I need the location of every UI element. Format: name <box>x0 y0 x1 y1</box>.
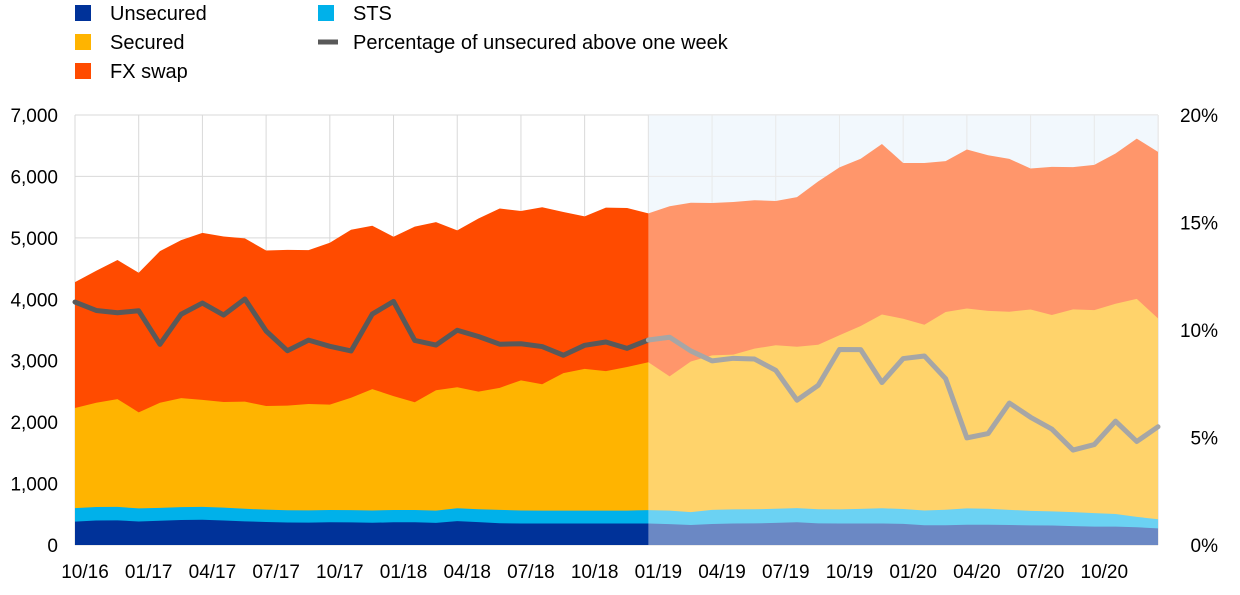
percentage-line-layer <box>72 296 1161 453</box>
y-right-tick-label: 5% <box>1191 429 1219 450</box>
x-tick-label: 10/17 <box>316 562 364 583</box>
y-left-tick-label: 5,000 <box>10 229 58 250</box>
legend-swatch-sts <box>318 5 334 21</box>
y-left-tick-label: 1,000 <box>10 475 58 496</box>
x-tick-label: 07/17 <box>252 562 300 583</box>
y-left-tick-label: 7,000 <box>10 106 58 127</box>
y-left-tick-label: 0 <box>47 536 58 557</box>
highlight-overlay <box>648 115 1158 545</box>
legend-label-pct: Percentage of unsecured above one week <box>353 32 729 54</box>
x-tick-label: 04/19 <box>698 562 746 583</box>
stacked-areas <box>75 138 1158 545</box>
legend-swatch-unsecured <box>75 5 91 21</box>
y-left-tick-label: 2,000 <box>10 413 58 434</box>
legend-label-fx-swap: FX swap <box>110 61 188 83</box>
y-right-tick-label: 0% <box>1191 536 1219 557</box>
highlight-region-overlay <box>648 115 1158 545</box>
x-tick-label: 10/18 <box>571 562 619 583</box>
y-left-tick-label: 6,000 <box>10 167 58 188</box>
x-tick-label: 10/20 <box>1081 562 1129 583</box>
legend: Unsecured Secured FX swap STS Percentage of … <box>75 3 729 83</box>
y-left-tick-label: 3,000 <box>10 352 58 373</box>
area-secured <box>75 298 1158 545</box>
x-tick-label: 10/16 <box>61 562 109 583</box>
x-tick-label: 07/20 <box>1017 562 1065 583</box>
x-tick-label: 07/18 <box>507 562 555 583</box>
area-unsecured <box>75 519 1158 545</box>
line-percentage-unsecured-highlighted <box>645 334 1161 453</box>
legend-label-sts: STS <box>353 3 392 25</box>
x-tick-label: 04/17 <box>189 562 237 583</box>
y-left-axis-ticks: 0 1,000 2,000 3,000 4,000 5,000 6,000 7,000 <box>10 106 58 557</box>
x-tick-label: 04/20 <box>953 562 1001 583</box>
y-right-tick-label: 15% <box>1180 214 1218 235</box>
x-tick-label: 04/18 <box>443 562 491 583</box>
x-tick-label: 01/17 <box>125 562 173 583</box>
legend-label-unsecured: Unsecured <box>110 3 207 25</box>
x-tick-label: 01/18 <box>380 562 428 583</box>
y-right-axis-ticks: 0% 5% 10% 15% 20% <box>1180 106 1218 557</box>
x-tick-label: 07/19 <box>762 562 810 583</box>
x-tick-label: 01/19 <box>635 562 683 583</box>
x-tick-label: 01/20 <box>889 562 937 583</box>
legend-swatch-secured <box>75 34 91 50</box>
x-tick-label: 10/19 <box>826 562 874 583</box>
legend-label-secured: Secured <box>110 32 185 54</box>
line-percentage-unsecured <box>72 296 651 358</box>
axes: 0 1,000 2,000 3,000 4,000 5,000 6,000 7,000 0% 5… <box>10 106 1218 583</box>
x-axis-ticks: 10/16 01/17 04/17 07/17 10/17 01/18 04/18 07/18… <box>61 562 1128 583</box>
legend-swatch-fx-swap <box>75 63 91 79</box>
y-right-tick-label: 20% <box>1180 106 1218 127</box>
y-left-tick-label: 4,000 <box>10 290 58 311</box>
y-right-tick-label: 10% <box>1180 321 1218 342</box>
